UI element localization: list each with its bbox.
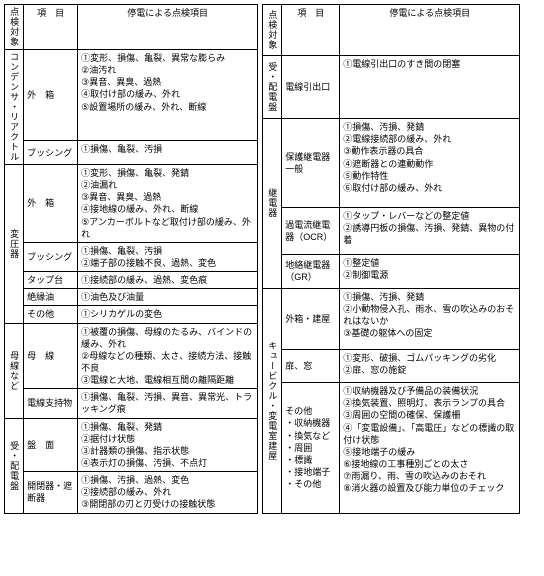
hdr-check: 停電による点検項目 — [340, 5, 520, 56]
item-label: 外 箱 — [24, 165, 78, 243]
item-label: ブッシング — [24, 141, 78, 165]
item-label: 盤 面 — [24, 418, 78, 472]
table-row: その他 ・収納機器 ・換気など ・周囲 ・標識 ・接地端子 ・その他 ①収納機器… — [263, 383, 520, 513]
check-text: ①収納機器及び予備品の装備状況 ②換気装置、照明灯、表示ランプの具合 ③周囲の空… — [340, 383, 520, 513]
table-row: 受・配電盤 盤 面 ①損傷、亀裂、発錆 ②据付け状態 ③計器類の損傷、指示状態 … — [5, 418, 258, 472]
hdr-item: 項 目 — [24, 5, 78, 50]
cat-label: キュービクル・変電室建屋 — [263, 288, 282, 513]
table-row: タップ台 ①接続部の緩み、過熱、変色痕 — [5, 272, 258, 289]
item-label: 過電流継電器（OCR） — [282, 207, 340, 254]
cat-label: 継電器 — [263, 119, 282, 288]
hdr-target: 点検対象 — [5, 5, 24, 50]
table-row: 点検対象 項 目 停電による点検項目 — [5, 5, 258, 50]
item-label: その他 ・収納機器 ・換気など ・周囲 ・標識 ・接地端子 ・その他 — [282, 383, 340, 513]
check-text: ①整定値 ②制御電源 — [340, 255, 520, 288]
right-table: 点検対象 項 目 停電による点検項目 受・配電盤 電線引出口 ①電線引出口のすき… — [262, 4, 520, 514]
item-label: 電線引出口 — [282, 56, 340, 119]
item-label: 絶縁油 — [24, 289, 78, 306]
table-row: その他 ①シリカゲルの変色 — [5, 306, 258, 323]
table-row: 地絡継電器（GR） ①整定値 ②制御電源 — [263, 255, 520, 288]
table-row: 継電器 保護継電器一般 ①損傷、汚損、発錆 ②電線接続部の緩み、外れ ③動作表示… — [263, 119, 520, 208]
table-row: 電線支持物 ①損傷、亀裂、汚損、異音、異常光、トラッキング痕 — [5, 389, 258, 418]
table-row: キュービクル・変電室建屋 外箱・建屋 ①損傷、汚損、発錆 ②小動物侵入孔、雨水、… — [263, 288, 520, 349]
table-row: 開閉器・遮断器 ①損傷、汚損、過熱、変色 ②接続部の緩み、外れ ③開閉部の刃と刃… — [5, 472, 258, 513]
item-label: 電線支持物 — [24, 389, 78, 418]
table-row: ブッシング ①損傷、亀裂、汚損 ②端子部の接触不良、過熱、変色 — [5, 242, 258, 271]
check-text: ①変形、損傷、亀裂、異常な膨らみ ②油汚れ ③異音、異臭、過熱 ④取付け部の緩み… — [78, 50, 258, 141]
check-text: ①油色及び油量 — [78, 289, 258, 306]
item-label: 保護継電器一般 — [282, 119, 340, 208]
table-row: 点検対象 項 目 停電による点検項目 — [263, 5, 520, 56]
item-label: 地絡継電器（GR） — [282, 255, 340, 288]
check-text: ①変形、破損、ゴムパッキングの劣化 ②扉、窓の施錠 — [340, 349, 520, 382]
item-label: 外 箱 — [24, 50, 78, 141]
check-text: ①損傷、汚損、発錆 ②電線接続部の緩み、外れ ③動作表示器の具合 ④遮断器との連… — [340, 119, 520, 208]
cat-label: コンデンサ・リアクトル — [5, 50, 24, 165]
table-row: ブッシング ①損傷、亀裂、汚損 — [5, 141, 258, 165]
hdr-check: 停電による点検項目 — [78, 5, 258, 50]
table-row: 絶縁油 ①油色及び油量 — [5, 289, 258, 306]
item-label: ブッシング — [24, 242, 78, 271]
check-text: ①損傷、亀裂、汚損 — [78, 141, 258, 165]
hdr-item: 項 目 — [282, 5, 340, 56]
check-text: ①変形、損傷、亀裂、発錆 ②油漏れ ③異音、異臭、過熱 ④接地線の緩み、外れ、断… — [78, 165, 258, 243]
check-text: ①接続部の緩み、過熱、変色痕 — [78, 272, 258, 289]
cat-label: 変圧器 — [5, 165, 24, 324]
cat-label: 母線など — [5, 323, 24, 418]
item-label: その他 — [24, 306, 78, 323]
cat-label: 受・配電盤 — [5, 418, 24, 513]
table-row: 受・配電盤 電線引出口 ①電線引出口のすき間の閉塞 — [263, 56, 520, 119]
item-label: 外箱・建屋 — [282, 288, 340, 349]
check-text: ①被覆の損傷、母線のたるみ、バインドの緩み、外れ ②母線などの種類、太さ、接続方… — [78, 323, 258, 389]
check-text: ①シリカゲルの変色 — [78, 306, 258, 323]
check-text: ①損傷、亀裂、汚損、異音、異常光、トラッキング痕 — [78, 389, 258, 418]
table-row: 母線など 母 線 ①被覆の損傷、母線のたるみ、バインドの緩み、外れ ②母線などの… — [5, 323, 258, 389]
cat-label: 受・配電盤 — [263, 56, 282, 119]
hdr-target: 点検対象 — [263, 5, 282, 56]
table-row: 扉、窓 ①変形、破損、ゴムパッキングの劣化 ②扉、窓の施錠 — [263, 349, 520, 382]
check-text: ①損傷、亀裂、汚損 ②端子部の接触不良、過熱、変色 — [78, 242, 258, 271]
item-label: 扉、窓 — [282, 349, 340, 382]
item-label: タップ台 — [24, 272, 78, 289]
left-table: 点検対象 項 目 停電による点検項目 コンデンサ・リアクトル 外 箱 ①変形、損… — [4, 4, 258, 514]
table-row: コンデンサ・リアクトル 外 箱 ①変形、損傷、亀裂、異常な膨らみ ②油汚れ ③異… — [5, 50, 258, 141]
check-text: ①タップ・レバーなどの整定値 ②誘導円板の損傷、汚損、発錆、異物の付着 — [340, 207, 520, 254]
check-text: ①電線引出口のすき間の閉塞 — [340, 56, 520, 119]
check-text: ①損傷、汚損、過熱、変色 ②接続部の緩み、外れ ③開閉部の刃と刃受けの接触状態 — [78, 472, 258, 513]
item-label: 母 線 — [24, 323, 78, 389]
check-text: ①損傷、亀裂、発錆 ②据付け状態 ③計器類の損傷、指示状態 ④表示灯の損傷、汚損… — [78, 418, 258, 472]
table-row: 変圧器 外 箱 ①変形、損傷、亀裂、発錆 ②油漏れ ③異音、異臭、過熱 ④接地線… — [5, 165, 258, 243]
item-label: 開閉器・遮断器 — [24, 472, 78, 513]
table-row: 過電流継電器（OCR） ①タップ・レバーなどの整定値 ②誘導円板の損傷、汚損、発… — [263, 207, 520, 254]
check-text: ①損傷、汚損、発錆 ②小動物侵入孔、雨水、雪の吹込みのおそれはないか ③基礎の躯… — [340, 288, 520, 349]
